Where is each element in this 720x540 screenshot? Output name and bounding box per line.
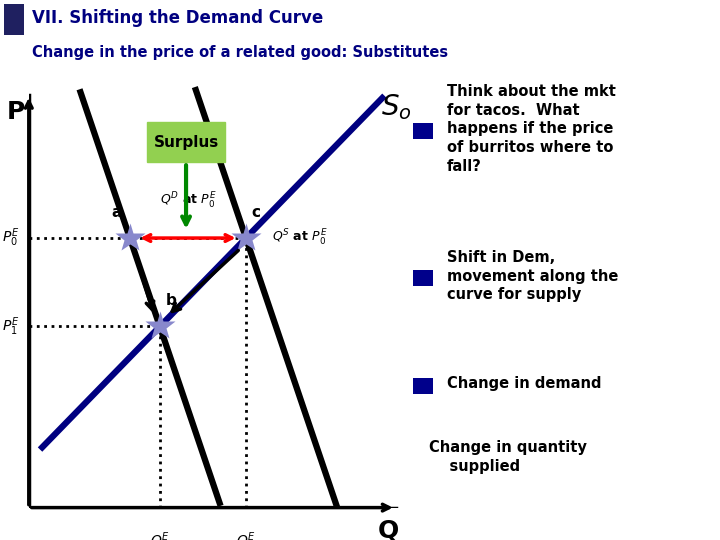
Text: Think about the mkt
for tacos.  What
happens if the price
of burritos where to
f: Think about the mkt for tacos. What happ… [446, 84, 616, 174]
Text: Change in the price of a related good: Substitutes: Change in the price of a related good: S… [32, 45, 449, 60]
Text: $Q^E_o$: $Q^E_o$ [236, 531, 256, 540]
Text: $P^E_1$: $P^E_1$ [2, 315, 19, 338]
FancyBboxPatch shape [413, 378, 433, 394]
Text: c: c [251, 205, 261, 220]
Text: $P^E_0$: $P^E_0$ [2, 227, 19, 249]
FancyBboxPatch shape [413, 123, 433, 139]
Text: $Q^S$ at $P^E_0$: $Q^S$ at $P^E_0$ [272, 228, 328, 248]
Text: Shift in Dem,
movement along the
curve for supply: Shift in Dem, movement along the curve f… [446, 250, 618, 302]
Text: b: b [166, 293, 176, 308]
Text: $Q^E_1$: $Q^E_1$ [150, 531, 170, 540]
FancyBboxPatch shape [147, 122, 225, 162]
Text: $S_o$: $S_o$ [381, 92, 411, 123]
Text: Change in demand: Change in demand [446, 376, 601, 392]
Text: VII. Shifting the Demand Curve: VII. Shifting the Demand Curve [32, 9, 324, 27]
FancyBboxPatch shape [413, 271, 433, 286]
Text: a: a [112, 205, 122, 220]
FancyBboxPatch shape [4, 4, 24, 35]
Text: Q: Q [377, 519, 399, 540]
Text: Change in quantity
    supplied: Change in quantity supplied [428, 440, 586, 474]
Text: $Q^D$ at $P^E_0$: $Q^D$ at $P^E_0$ [160, 191, 216, 211]
Text: Surplus: Surplus [153, 135, 219, 150]
Text: P: P [6, 100, 24, 124]
